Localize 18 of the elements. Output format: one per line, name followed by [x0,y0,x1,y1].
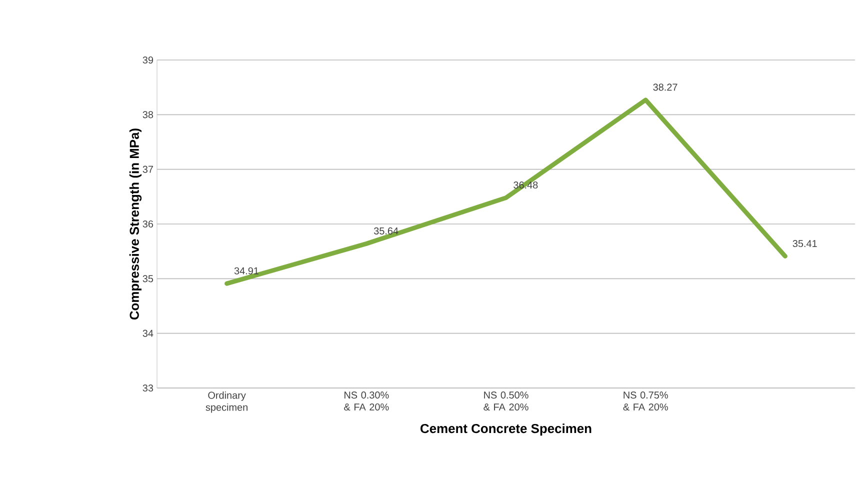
y-tick-label: 39 [142,56,154,64]
y-tick-label: 36 [142,220,154,228]
x-tick-label: NS 0.30% & FA 20% [344,392,389,411]
x-tick-label: NS 0.75% & FA 20% [623,392,668,411]
data-label: 38.27 [653,84,678,91]
y-tick-label: 38 [142,111,154,118]
y-axis-title: Compressive Strength (in MPa) [129,128,142,320]
line-series [224,98,788,286]
data-label: 35.64 [374,227,398,234]
data-label: 34.91 [234,267,258,274]
y-tick-label: 35 [142,275,154,282]
x-tick-label: Ordinary specimen [206,392,248,413]
y-tick-label: 33 [142,384,154,392]
y-tick-label: 34 [142,330,154,337]
y-tick-label: 37 [142,166,153,173]
data-label: 35.41 [792,240,817,248]
x-axis-title: Cement Concrete Specimen [420,424,592,436]
x-tick-label: NS 0.50% & FA 20% [484,392,528,411]
